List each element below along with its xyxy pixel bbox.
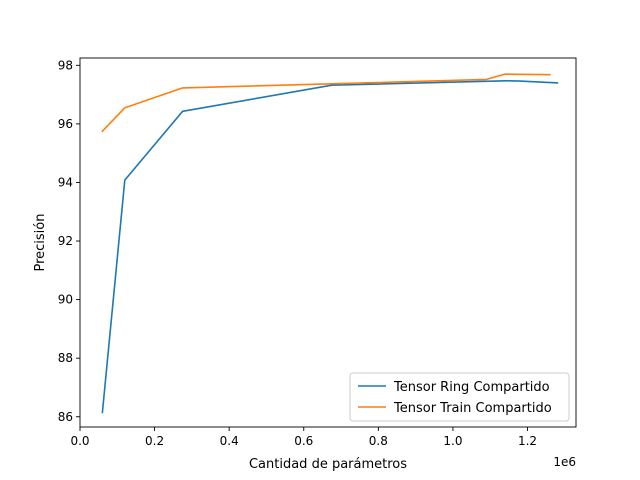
axes-frame <box>79 57 577 428</box>
y-tick-label: 96 <box>58 117 73 131</box>
x-axis-label: Cantidad de parámetros <box>249 457 407 472</box>
series-line-1 <box>101 73 551 133</box>
x-tick-label: 0.8 <box>369 434 388 448</box>
legend-label-0: Tensor Ring Compartido <box>393 380 550 395</box>
axes: 0.0 0.2 0.4 0.6 0.8 1.0 1.2 86 88 90 92 94 96 98 <box>58 57 577 448</box>
y-tick-label: 88 <box>58 351 73 365</box>
x-axis-offset-label: 1e6 <box>553 455 576 469</box>
y-tick-label: 86 <box>58 410 73 424</box>
y-tick-label: 94 <box>58 175 73 189</box>
x-tick-label: 0.0 <box>70 434 89 448</box>
x-tick-label: 0.6 <box>294 434 313 448</box>
legend-label-1: Tensor Train Compartido <box>393 401 552 416</box>
y-axis-label: Precisión <box>33 213 48 271</box>
x-tick-label: 0.4 <box>220 434 239 448</box>
legend: Tensor Ring Compartido Tensor Train Compa… <box>349 372 570 422</box>
x-tick-label: 1.2 <box>518 434 537 448</box>
x-tick-label: 0.2 <box>145 434 164 448</box>
x-tick-label: 1.0 <box>443 434 462 448</box>
legend-box <box>349 372 570 422</box>
y-tick-label: 98 <box>58 58 73 72</box>
y-tick-label: 92 <box>58 234 73 248</box>
series-line-0 <box>101 80 559 414</box>
y-tick-label: 90 <box>58 293 73 307</box>
plot-area <box>101 73 559 414</box>
